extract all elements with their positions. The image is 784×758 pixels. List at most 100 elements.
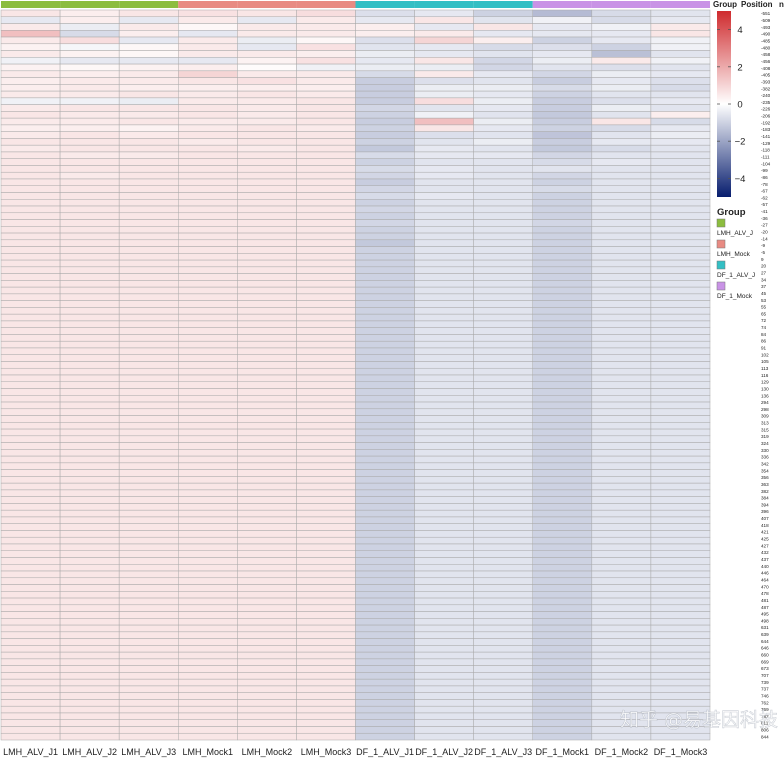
heatmap-cell: [0, 340, 61, 349]
heatmap-cell: [59, 509, 120, 518]
heatmap-cell: [0, 104, 61, 112]
heatmap-cell: [118, 509, 179, 518]
heatmap-cell: [59, 9, 120, 18]
heatmap-cell: [650, 678, 711, 687]
heatmap-cell: [296, 313, 356, 322]
row-label: -67: [761, 189, 768, 194]
heatmap-cell: [237, 97, 297, 105]
column-label: LMH_ALV_J1: [3, 747, 58, 757]
heatmap-cell: [118, 530, 179, 538]
heatmap-cell: [59, 192, 120, 200]
heatmap-cell: [473, 611, 533, 619]
heatmap-cell: [414, 273, 474, 281]
heatmap-cell: [237, 84, 297, 92]
heatmap-cell: [178, 388, 238, 396]
heatmap-cell: [414, 280, 474, 288]
heatmap-cell: [296, 428, 356, 437]
heatmap-cell: [59, 550, 120, 558]
heatmap-cell: [414, 354, 474, 362]
legend-swatch: [716, 218, 726, 228]
heatmap-cell: [178, 199, 238, 207]
heatmap-cell: [59, 388, 120, 396]
heatmap-cell: [473, 293, 533, 301]
heatmap-cell: [650, 340, 711, 349]
heatmap-cell: [296, 401, 356, 410]
heatmap-cell: [414, 77, 474, 85]
row-label: 660: [761, 653, 769, 658]
heatmap-cell: [355, 178, 415, 186]
heatmap-cell: [650, 293, 711, 301]
heatmap-cell: [59, 151, 120, 159]
heatmap-cell: [178, 97, 238, 105]
colorbar-tick-label: −2: [735, 137, 746, 148]
heatmap-cell: [118, 138, 179, 146]
row-label: 427: [761, 543, 769, 548]
heatmap-cell: [118, 111, 179, 119]
heatmap-cell: [237, 70, 297, 78]
column-label: DF_1_ALV_J2: [415, 747, 473, 757]
heatmap-cell: [237, 212, 297, 220]
heatmap-cell: [59, 516, 120, 524]
heatmap-cell: [591, 226, 652, 234]
heatmap-cell: [178, 482, 238, 491]
heatmap-cell: [414, 509, 474, 518]
heatmap-cell: [178, 611, 238, 619]
heatmap-cell: [59, 705, 120, 714]
heatmap-cell: [0, 536, 61, 545]
heatmap-cell: [237, 9, 297, 18]
heatmap-cell: [650, 570, 711, 579]
heatmap-cell: [532, 239, 593, 247]
legend-swatch: [716, 281, 726, 291]
heatmap-cell: [532, 374, 593, 383]
heatmap-cell: [650, 226, 711, 234]
heatmap-cell: [296, 354, 356, 362]
heatmap-cell: [532, 381, 593, 389]
heatmap-cell: [414, 334, 474, 342]
heatmap-cell: [59, 503, 120, 511]
heatmap-cell: [414, 685, 474, 693]
heatmap-cell: [0, 50, 61, 58]
heatmap-cell: [591, 117, 652, 126]
heatmap-cell: [0, 347, 61, 355]
heatmap-cell: [59, 672, 120, 680]
heatmap-cell: [237, 293, 297, 301]
heatmap-cell: [591, 367, 652, 376]
group-bar-DF_1_ALV_J: [414, 1, 474, 8]
heatmap-cell: [59, 442, 120, 450]
heatmap-cell: [591, 347, 652, 355]
row-label: -235: [761, 100, 771, 105]
heatmap-cell: [414, 266, 474, 274]
heatmap-cell: [237, 361, 297, 369]
heatmap-cell: [296, 165, 356, 173]
heatmap-cell: [178, 367, 238, 376]
heatmap-cell: [473, 455, 533, 464]
heatmap-cell: [296, 631, 356, 639]
heatmap-cell: [532, 30, 593, 38]
row-label: -192: [761, 120, 771, 125]
heatmap-cell: [237, 489, 297, 497]
heatmap-cell: [59, 63, 120, 72]
heatmap-cell: [650, 550, 711, 558]
heatmap-cell: [178, 165, 238, 173]
heatmap-cell: [178, 732, 238, 741]
group-bar-LMH_Mock: [178, 1, 238, 8]
group-bar-LMH_Mock: [237, 1, 297, 8]
heatmap-cell: [355, 77, 415, 85]
heatmap-cell: [650, 496, 711, 504]
heatmap-cell: [650, 36, 711, 45]
column-label: DF_1_Mock3: [654, 747, 708, 757]
heatmap-cell: [591, 212, 652, 220]
heatmap-cell: [118, 381, 179, 389]
heatmap-cell: [178, 171, 238, 180]
heatmap-cell: [591, 280, 652, 288]
heatmap-cell: [355, 36, 415, 45]
heatmap-cell: [591, 591, 652, 599]
heatmap-cell: [532, 9, 593, 18]
heatmap-cell: [296, 489, 356, 497]
heatmap-cell: [296, 151, 356, 159]
heatmap-cell: [532, 158, 593, 166]
heatmap-cell: [237, 469, 297, 477]
heatmap-cell: [237, 232, 297, 241]
heatmap-cell: [414, 320, 474, 328]
heatmap-cell: [0, 618, 61, 626]
